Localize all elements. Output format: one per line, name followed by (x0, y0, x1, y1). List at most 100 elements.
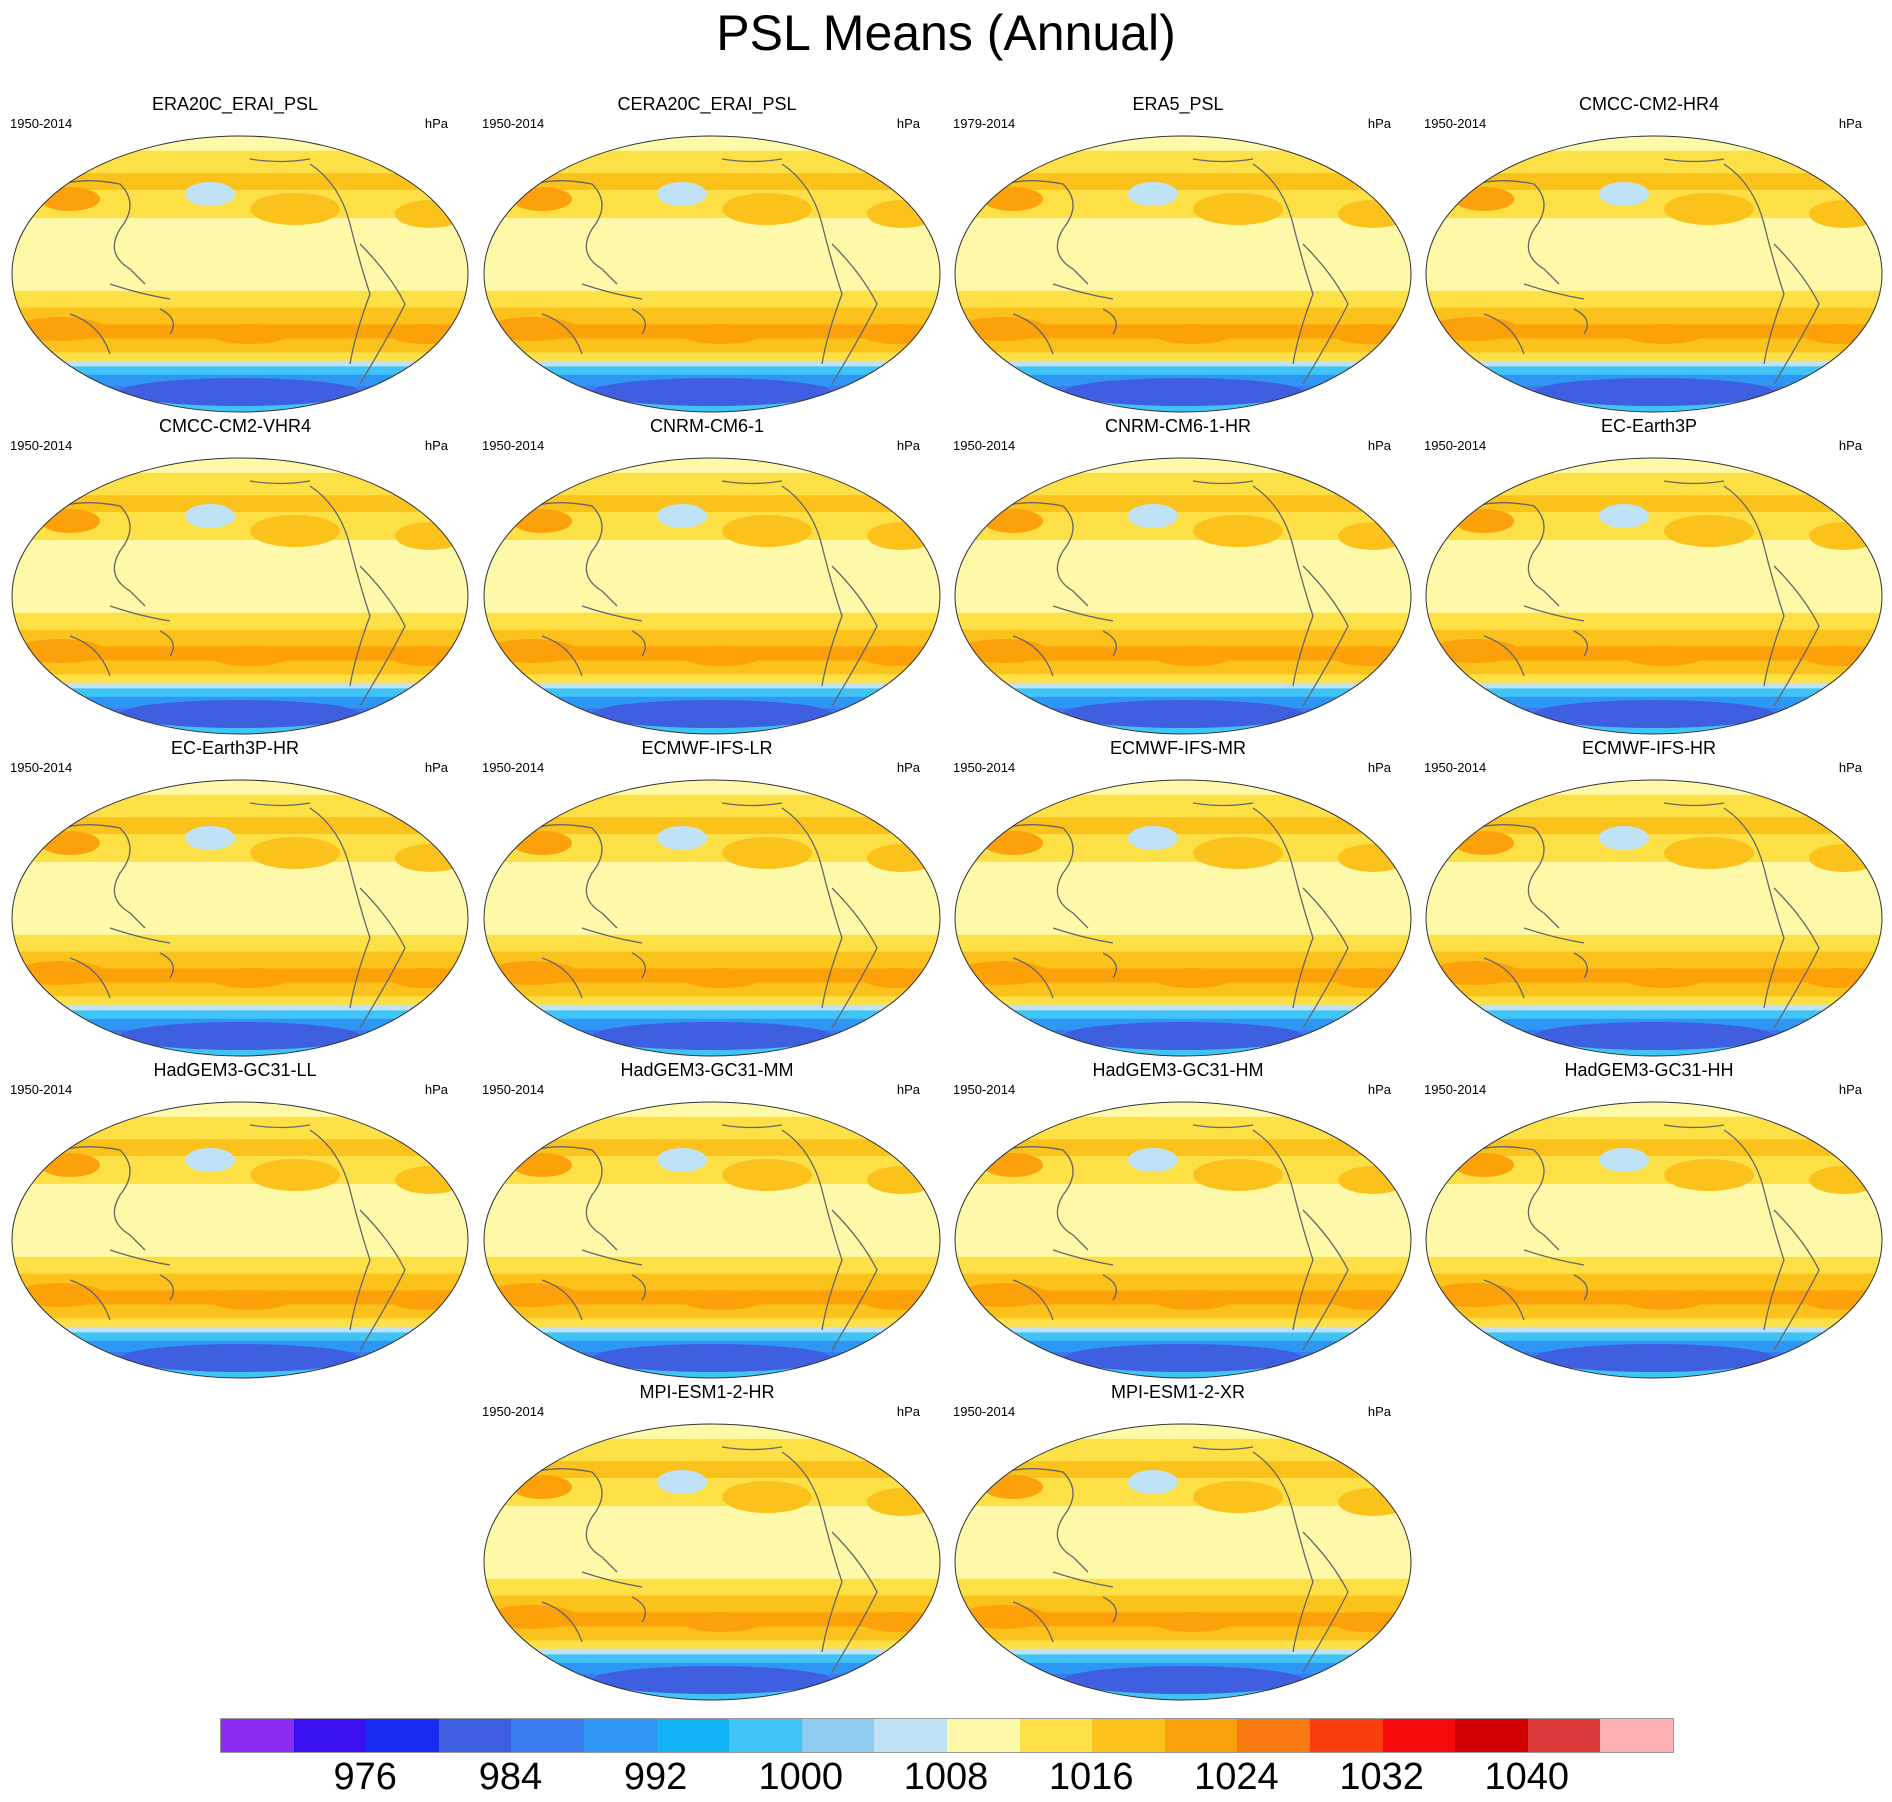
pressure-feature (592, 1022, 832, 1050)
coastline (39, 1146, 146, 1251)
pressure-band (1426, 360, 1882, 367)
pressure-band (955, 1273, 1411, 1291)
pressure-feature (1338, 522, 1408, 550)
pressure-feature (1128, 826, 1178, 850)
pressure-feature (1321, 1430, 1365, 1454)
panel-title: HadGEM3-GC31-LL (153, 1060, 317, 1080)
pressure-band (12, 1102, 468, 1118)
map-outline (483, 457, 941, 735)
map-outline (11, 135, 469, 413)
map-panel: HadGEM3-GC31-LL 1950-2014 hPa (0, 1060, 470, 1380)
coastline (1052, 1571, 1117, 1623)
world-map-psl (954, 457, 1412, 735)
pressure-band (955, 1506, 1411, 1580)
pressure-band (955, 307, 1411, 325)
colorbar-swatch (1019, 1719, 1093, 1752)
coastline (781, 485, 843, 687)
pressure-feature (120, 1022, 360, 1050)
coastline (69, 1279, 111, 1321)
map-panel: EC-Earth3P-HR 1950-2014 hPa (0, 738, 470, 1058)
panel-years: 1950-2014 (953, 1404, 1016, 1419)
pressure-feature (1338, 1488, 1408, 1516)
pressure-band (1426, 150, 1882, 174)
pressure-band (955, 173, 1411, 191)
pressure-band (1426, 352, 1882, 362)
pressure-feature (1153, 646, 1233, 666)
coastline (109, 283, 174, 335)
coastline (581, 283, 646, 335)
pressure-band (484, 1648, 940, 1655)
map-panel: MPI-ESM1-2-XR 1950-2014 hPa (943, 1382, 1413, 1702)
coastline (1523, 1249, 1588, 1301)
map-panel: CMCC-CM2-VHR4 1950-2014 hPa (0, 416, 470, 736)
pressure-band (484, 1424, 940, 1440)
pressure-band (1426, 290, 1882, 309)
colorbar-label: 984 (478, 1756, 543, 1798)
pressure-band (12, 173, 468, 191)
pressure-feature (1664, 837, 1754, 869)
colorbar-swatch (438, 1719, 512, 1752)
pressure-feature (1534, 1344, 1774, 1372)
pressure-feature (862, 968, 932, 988)
coastline (1773, 1209, 1820, 1351)
pressure-band (484, 366, 940, 376)
pressure-feature (395, 522, 465, 550)
pressure-feature (867, 1488, 937, 1516)
pressure-feature (958, 961, 1048, 985)
pressure-feature (682, 1612, 762, 1632)
pressure-band (12, 794, 468, 818)
pressure-band (1426, 1004, 1882, 1011)
coastline (309, 807, 371, 1009)
pressure-band (1426, 218, 1882, 292)
pressure-band (484, 1578, 940, 1597)
panel-years: 1979-2014 (953, 116, 1016, 131)
pressure-feature (850, 464, 894, 488)
pressure-feature (850, 1108, 894, 1132)
map-panel: ECMWF-IFS-HR 1950-2014 hPa (1414, 738, 1884, 1058)
panel-unit: hPa (1367, 116, 1391, 131)
pressure-feature (722, 193, 812, 225)
pressure-band (955, 794, 1411, 818)
pressure-feature (120, 378, 360, 406)
pressure-feature (850, 142, 894, 166)
pressure-feature (1128, 1470, 1178, 1494)
panel-title: EC-Earth3P (1600, 416, 1698, 436)
pressure-band (1426, 1184, 1882, 1258)
colorbar-label: 976 (333, 1756, 397, 1798)
pressure-band (484, 1116, 940, 1140)
panel-years: 1950-2014 (10, 438, 73, 453)
world-map-psl (483, 1423, 941, 1701)
panel-years: 1950-2014 (1424, 116, 1487, 131)
pressure-feature (592, 1344, 832, 1372)
panel-title: ECMWF-IFS-LR (641, 738, 773, 758)
colorbar-swatch (1309, 1719, 1383, 1752)
pressure-feature (682, 1290, 762, 1310)
panel-unit: hPa (1367, 1404, 1391, 1419)
panel-years: 1950-2014 (953, 1082, 1016, 1097)
panel-title: CNRM-CM6-1-HR (1105, 416, 1251, 436)
map-outline (483, 779, 941, 1057)
world-map-psl (11, 457, 469, 735)
map-outline (11, 779, 469, 1057)
pressure-band (484, 682, 940, 689)
pressure-feature (958, 317, 1048, 341)
coastline (541, 957, 583, 999)
pressure-feature (1804, 968, 1874, 988)
pressure-feature (592, 1666, 832, 1694)
pressure-feature (1792, 786, 1836, 810)
pressure-feature (1804, 1290, 1874, 1310)
pressure-band (484, 1318, 940, 1328)
pressure-feature (185, 1148, 235, 1172)
pressure-band (484, 817, 940, 835)
coastline (1252, 1451, 1314, 1653)
pressure-band (1426, 612, 1882, 631)
map-outline (1425, 457, 1883, 735)
world-map-psl (11, 779, 469, 1057)
coastline (1252, 163, 1314, 365)
pressure-feature (1128, 182, 1178, 206)
panel-unit: hPa (1367, 1082, 1391, 1097)
pressure-band (1426, 1256, 1882, 1275)
pressure-band (955, 136, 1411, 152)
pressure-feature (862, 646, 932, 666)
pressure-feature (1338, 844, 1408, 872)
